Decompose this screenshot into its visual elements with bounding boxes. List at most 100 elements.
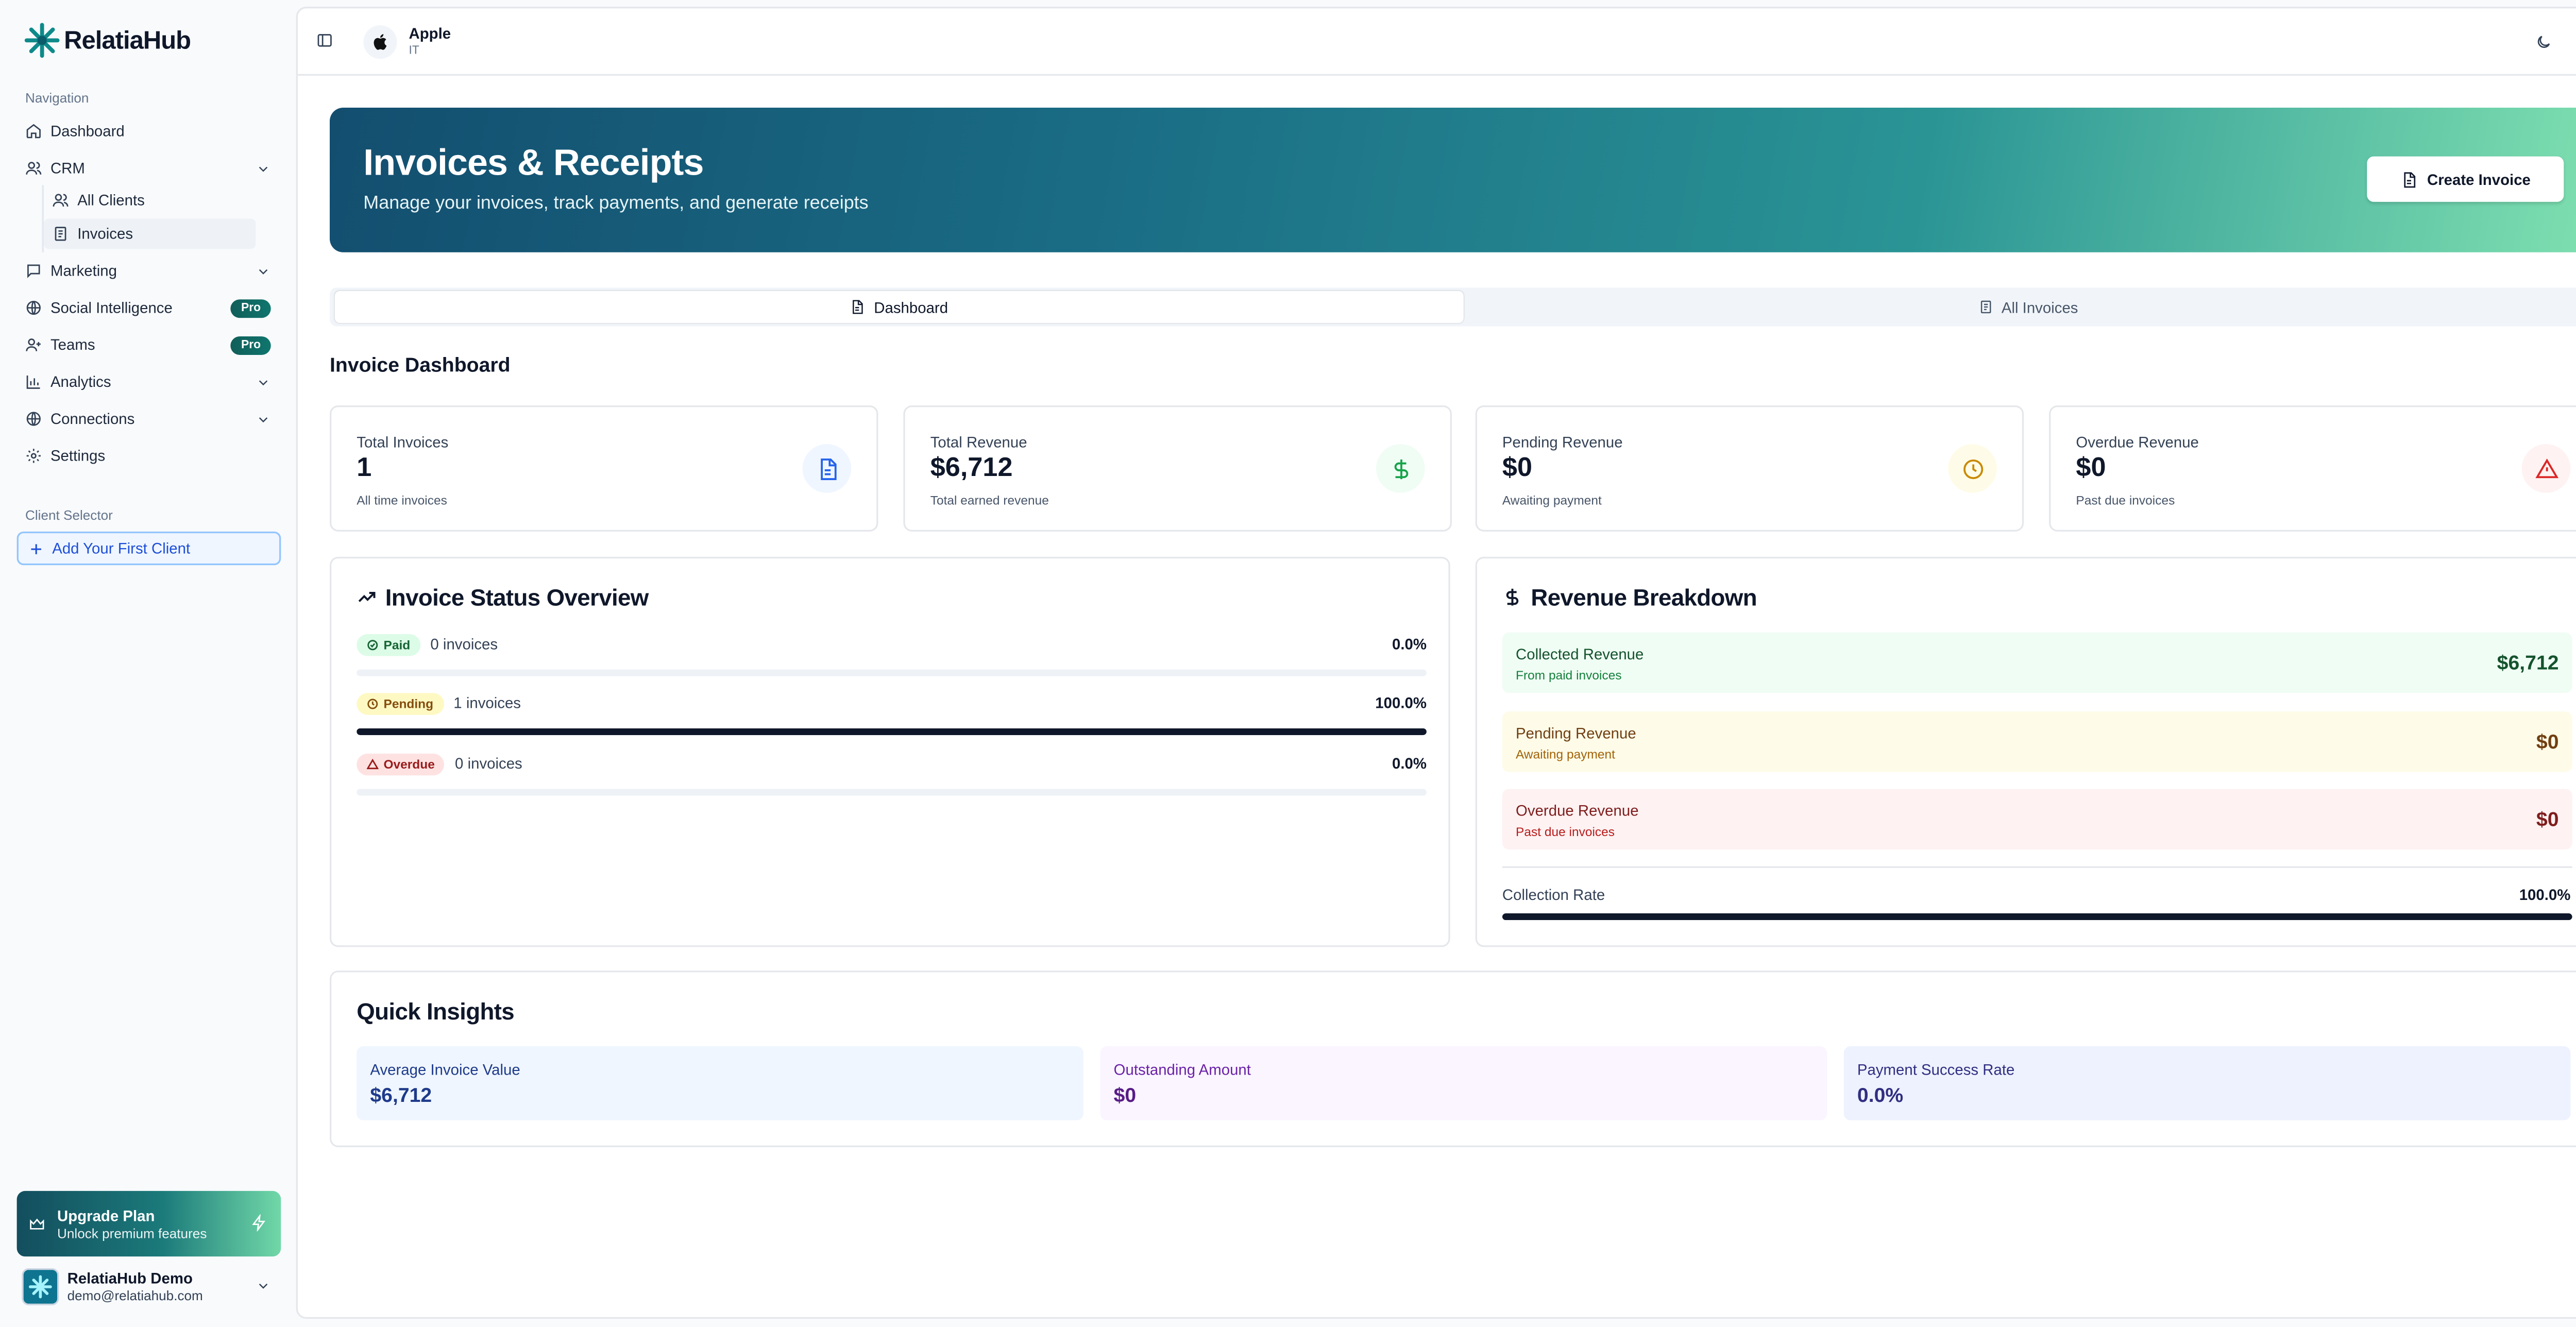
chevron-down-icon[interactable] [256, 1279, 270, 1294]
users-icon [26, 162, 42, 175]
invoice-status-panel: Invoice Status Overview Paid 0 invoices … [330, 556, 1450, 947]
panel-title: Quick Insights [357, 997, 515, 1025]
sidebar-item-label: Dashboard [50, 123, 125, 140]
sidebar-item-label: Marketing [50, 262, 117, 280]
upgrade-subtitle: Unlock premium features [57, 1225, 207, 1241]
users-icon [53, 194, 69, 207]
clock-icon [367, 697, 378, 708]
revenue-row-pending: Pending Revenue Awaiting payment $0 [1502, 711, 2572, 772]
bar-chart-icon [26, 375, 40, 389]
sidebar-item-crm[interactable]: CRM [17, 151, 279, 185]
stat-icon-wrap [1948, 444, 1997, 493]
sidebar-item-label: Teams [50, 336, 95, 353]
stat-icon-wrap [802, 444, 852, 493]
sidebar-item-dashboard[interactable]: Dashboard [17, 114, 279, 148]
panel-title-text: Invoice Status Overview [385, 584, 649, 611]
chevron-down-icon[interactable] [256, 411, 270, 426]
user-name: RelatiaHub Demo [67, 1270, 193, 1287]
stat-card-total-invoices: Total Invoices 1 All time invoices [330, 405, 878, 532]
create-invoice-button[interactable]: Create Invoice [2367, 156, 2564, 202]
sidebar-toggle-icon[interactable] [316, 32, 333, 49]
progress-track [357, 669, 1427, 676]
sidebar-item-connections[interactable]: Connections [17, 402, 279, 435]
create-invoice-label: Create Invoice [2427, 171, 2531, 188]
sidebar-item-label: All Clients [77, 192, 145, 209]
sidebar-item-label: Analytics [50, 373, 111, 390]
globe-icon [26, 412, 41, 426]
trending-up-icon [358, 592, 376, 602]
sidebar-item-marketing[interactable]: Marketing [17, 254, 279, 287]
relatiahub-logo-icon [28, 1275, 52, 1299]
sidebar-item-invoices[interactable]: Invoices [43, 218, 256, 249]
sidebar-item-social-intelligence[interactable]: Social Intelligence Pro [17, 291, 279, 325]
collection-rate-fill [1502, 913, 2572, 921]
section-title: Invoice Dashboard [330, 353, 511, 377]
sidebar-item-label: CRM [50, 160, 85, 177]
chevron-down-icon[interactable] [256, 375, 270, 389]
add-client-button[interactable]: Add Your First Client [16, 531, 281, 566]
stat-icon-wrap [2521, 444, 2571, 493]
progress-track [357, 728, 1427, 735]
company-logo [363, 25, 397, 59]
company-name[interactable]: Apple [409, 25, 451, 42]
stat-value: 1 [357, 454, 372, 483]
sidebar-item-all-clients[interactable]: All Clients [44, 185, 256, 215]
stat-label: Total Revenue [930, 434, 1027, 451]
upgrade-plan-button[interactable]: Upgrade Plan Unlock premium features [16, 1190, 281, 1257]
insight-payment-success: Payment Success Rate 0.0% [1843, 1046, 2571, 1120]
stat-sub: Past due invoices [2076, 492, 2175, 508]
globe-icon [26, 300, 41, 315]
sidebar-item-settings[interactable]: Settings [17, 439, 279, 472]
moon-icon[interactable] [2535, 33, 2552, 50]
tab-bar: Dashboard All Invoices [330, 287, 2576, 327]
stat-card-total-revenue: Total Revenue $6,712 Total earned revenu… [903, 405, 1452, 532]
stat-value: $6,712 [930, 454, 1013, 483]
chevron-down-icon[interactable] [256, 161, 270, 176]
insight-value: $6,712 [370, 1083, 432, 1107]
alert-triangle-icon [2534, 457, 2558, 478]
insight-label: Payment Success Rate [1857, 1061, 2015, 1079]
page-subtitle: Manage your invoices, track payments, an… [363, 193, 869, 214]
zap-icon [252, 1214, 266, 1232]
file-text-icon [2403, 171, 2415, 187]
pro-badge: Pro [231, 298, 271, 317]
status-percent: 100.0% [1375, 694, 1427, 712]
revenue-amount: $0 [2536, 807, 2559, 831]
pro-badge: Pro [231, 335, 271, 354]
sidebar-item-analytics[interactable]: Analytics [17, 365, 279, 399]
brand-name: RelatiaHub [64, 26, 191, 55]
stat-card-pending-revenue: Pending Revenue $0 Awaiting payment [1475, 405, 2024, 532]
sidebar-item-label: Invoices [77, 225, 133, 243]
dollar-icon [1394, 458, 1408, 479]
status-pill-paid: Paid [357, 633, 420, 655]
status-pill-pending: Pending [357, 692, 444, 714]
brand-logo[interactable]: RelatiaHub [24, 22, 191, 59]
message-square-icon [27, 264, 40, 278]
tab-all-invoices[interactable]: All Invoices [1464, 291, 2576, 323]
sidebar-item-label: Connections [50, 410, 135, 428]
hero-banner: Invoices & Receipts Manage your invoices… [330, 107, 2576, 252]
collection-rate-track [1502, 913, 2572, 921]
status-pill-overdue: Overdue [357, 753, 445, 775]
chevron-down-icon[interactable] [256, 263, 270, 278]
status-count: 1 invoices [453, 694, 521, 712]
client-selector-heading: Client Selector [25, 508, 113, 523]
tab-dashboard[interactable]: Dashboard [334, 291, 1464, 323]
revenue-amount: $0 [2536, 730, 2559, 754]
file-text-icon [853, 300, 864, 314]
sidebar: RelatiaHub Navigation Dashboard CRM All … [0, 0, 296, 1327]
avatar [22, 1268, 59, 1305]
user-menu[interactable]: RelatiaHub Demo demo@relatiahub.com [22, 1267, 274, 1307]
sidebar-item-teams[interactable]: Teams Pro [17, 328, 279, 362]
progress-track [357, 789, 1427, 796]
revenue-label: Overdue Revenue [1516, 802, 1639, 820]
dollar-icon [1506, 588, 1519, 606]
tab-label: All Invoices [2001, 298, 2078, 316]
insight-label: Average Invoice Value [370, 1061, 520, 1079]
revenue-sub: Past due invoices [1516, 824, 1615, 840]
pill-label: Paid [383, 636, 411, 652]
insight-label: Outstanding Amount [1113, 1061, 1251, 1079]
pill-label: Overdue [383, 756, 435, 772]
upgrade-title: Upgrade Plan [57, 1206, 155, 1224]
relatiahub-logo-icon [24, 23, 60, 58]
